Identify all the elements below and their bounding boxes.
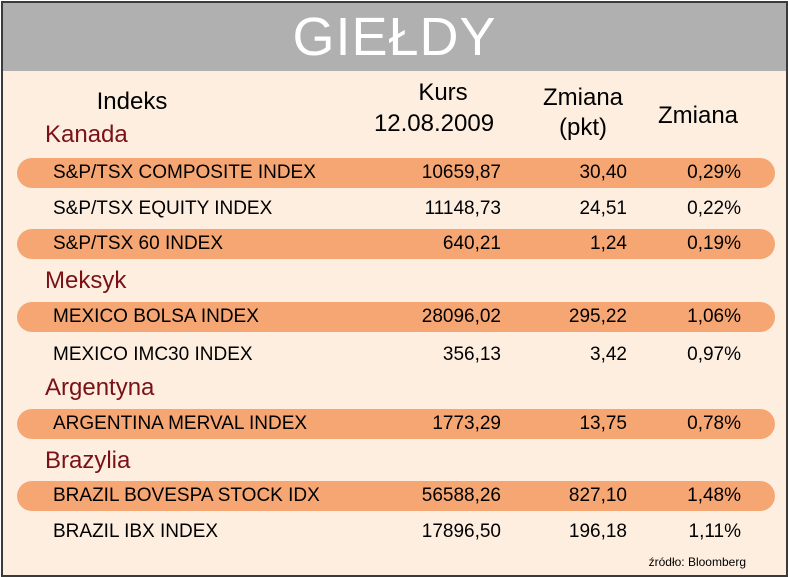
header-change-pts-line2: (pkt) (559, 114, 607, 141)
index-name: MEXICO BOLSA INDEX (53, 306, 259, 327)
table-row: S&P/TSX 60 INDEX 640,21 1,24 0,19% (17, 229, 775, 259)
change-percent: 1,48% (687, 485, 741, 506)
index-value: 17896,50 (421, 521, 501, 542)
change-points: 30,40 (579, 162, 627, 183)
country-label: Meksyk (45, 267, 127, 294)
header-index: Indeks (96, 88, 168, 115)
change-percent: 0,19% (687, 233, 741, 254)
index-name: ARGENTINA MERVAL INDEX (53, 413, 308, 434)
change-points: 13,75 (579, 413, 627, 434)
table-row: BRAZIL BOVESPA STOCK IDX 56588,26 827,10… (17, 481, 775, 511)
change-points: 3,42 (590, 344, 627, 365)
index-name: BRAZIL BOVESPA STOCK IDX (53, 485, 320, 506)
index-value: 640,21 (442, 233, 501, 254)
country-label: Kanada (45, 121, 128, 148)
table-row: S&P/TSX COMPOSITE INDEX 10659,87 30,40 0… (17, 158, 775, 188)
change-percent: 1,11% (688, 521, 741, 542)
table-row: MEXICO BOLSA INDEX 28096,02 295,22 1,06% (17, 302, 775, 332)
header-change-pts-line1: Zmiana (542, 84, 624, 111)
header-change-pct: Zmiana (657, 102, 739, 129)
index-name: S&P/TSX COMPOSITE INDEX (53, 162, 316, 183)
index-value: 10659,87 (421, 162, 501, 183)
index-value: 11148,73 (424, 198, 501, 219)
change-percent: 0,78% (687, 413, 741, 434)
table-row: BRAZIL IBX INDEX 17896,50 196,18 1,11% (17, 517, 775, 547)
change-percent: 0,22% (687, 198, 741, 219)
change-points: 1,24 (590, 233, 627, 254)
index-value: 56588,26 (421, 485, 501, 506)
header-kurs-line1: Kurs (418, 79, 468, 106)
change-percent: 0,29% (687, 162, 741, 183)
index-name: S&P/TSX 60 INDEX (53, 233, 224, 254)
index-name: MEXICO IMC30 INDEX (53, 344, 253, 365)
table-row: ARGENTINA MERVAL INDEX 1773,29 13,75 0,7… (17, 409, 775, 439)
page-title: GIEŁDY (292, 7, 497, 67)
index-name: S&P/TSX EQUITY INDEX (53, 198, 273, 219)
change-points: 295,22 (568, 306, 627, 327)
table-row: S&P/TSX EQUITY INDEX 11148,73 24,51 0,22… (17, 194, 775, 224)
change-percent: 1,06% (687, 306, 741, 327)
change-percent: 0,97% (687, 344, 741, 365)
table-row: MEXICO IMC30 INDEX 356,13 3,42 0,97% (17, 340, 775, 370)
change-points: 827,10 (568, 485, 627, 506)
country-label: Brazylia (45, 447, 131, 474)
country-label: Argentyna (45, 374, 155, 401)
index-value: 1773,29 (432, 413, 501, 434)
index-name: BRAZIL IBX INDEX (53, 521, 219, 542)
index-value: 356,13 (442, 344, 501, 365)
change-points: 24,51 (579, 198, 627, 219)
change-points: 196,18 (568, 521, 627, 542)
header-kurs-line2: 12.08.2009 (373, 110, 495, 137)
index-value: 28096,02 (421, 306, 501, 327)
source-credit: źródło: Bloomberg (648, 555, 746, 569)
title-bar: GIEŁDY (3, 3, 786, 71)
